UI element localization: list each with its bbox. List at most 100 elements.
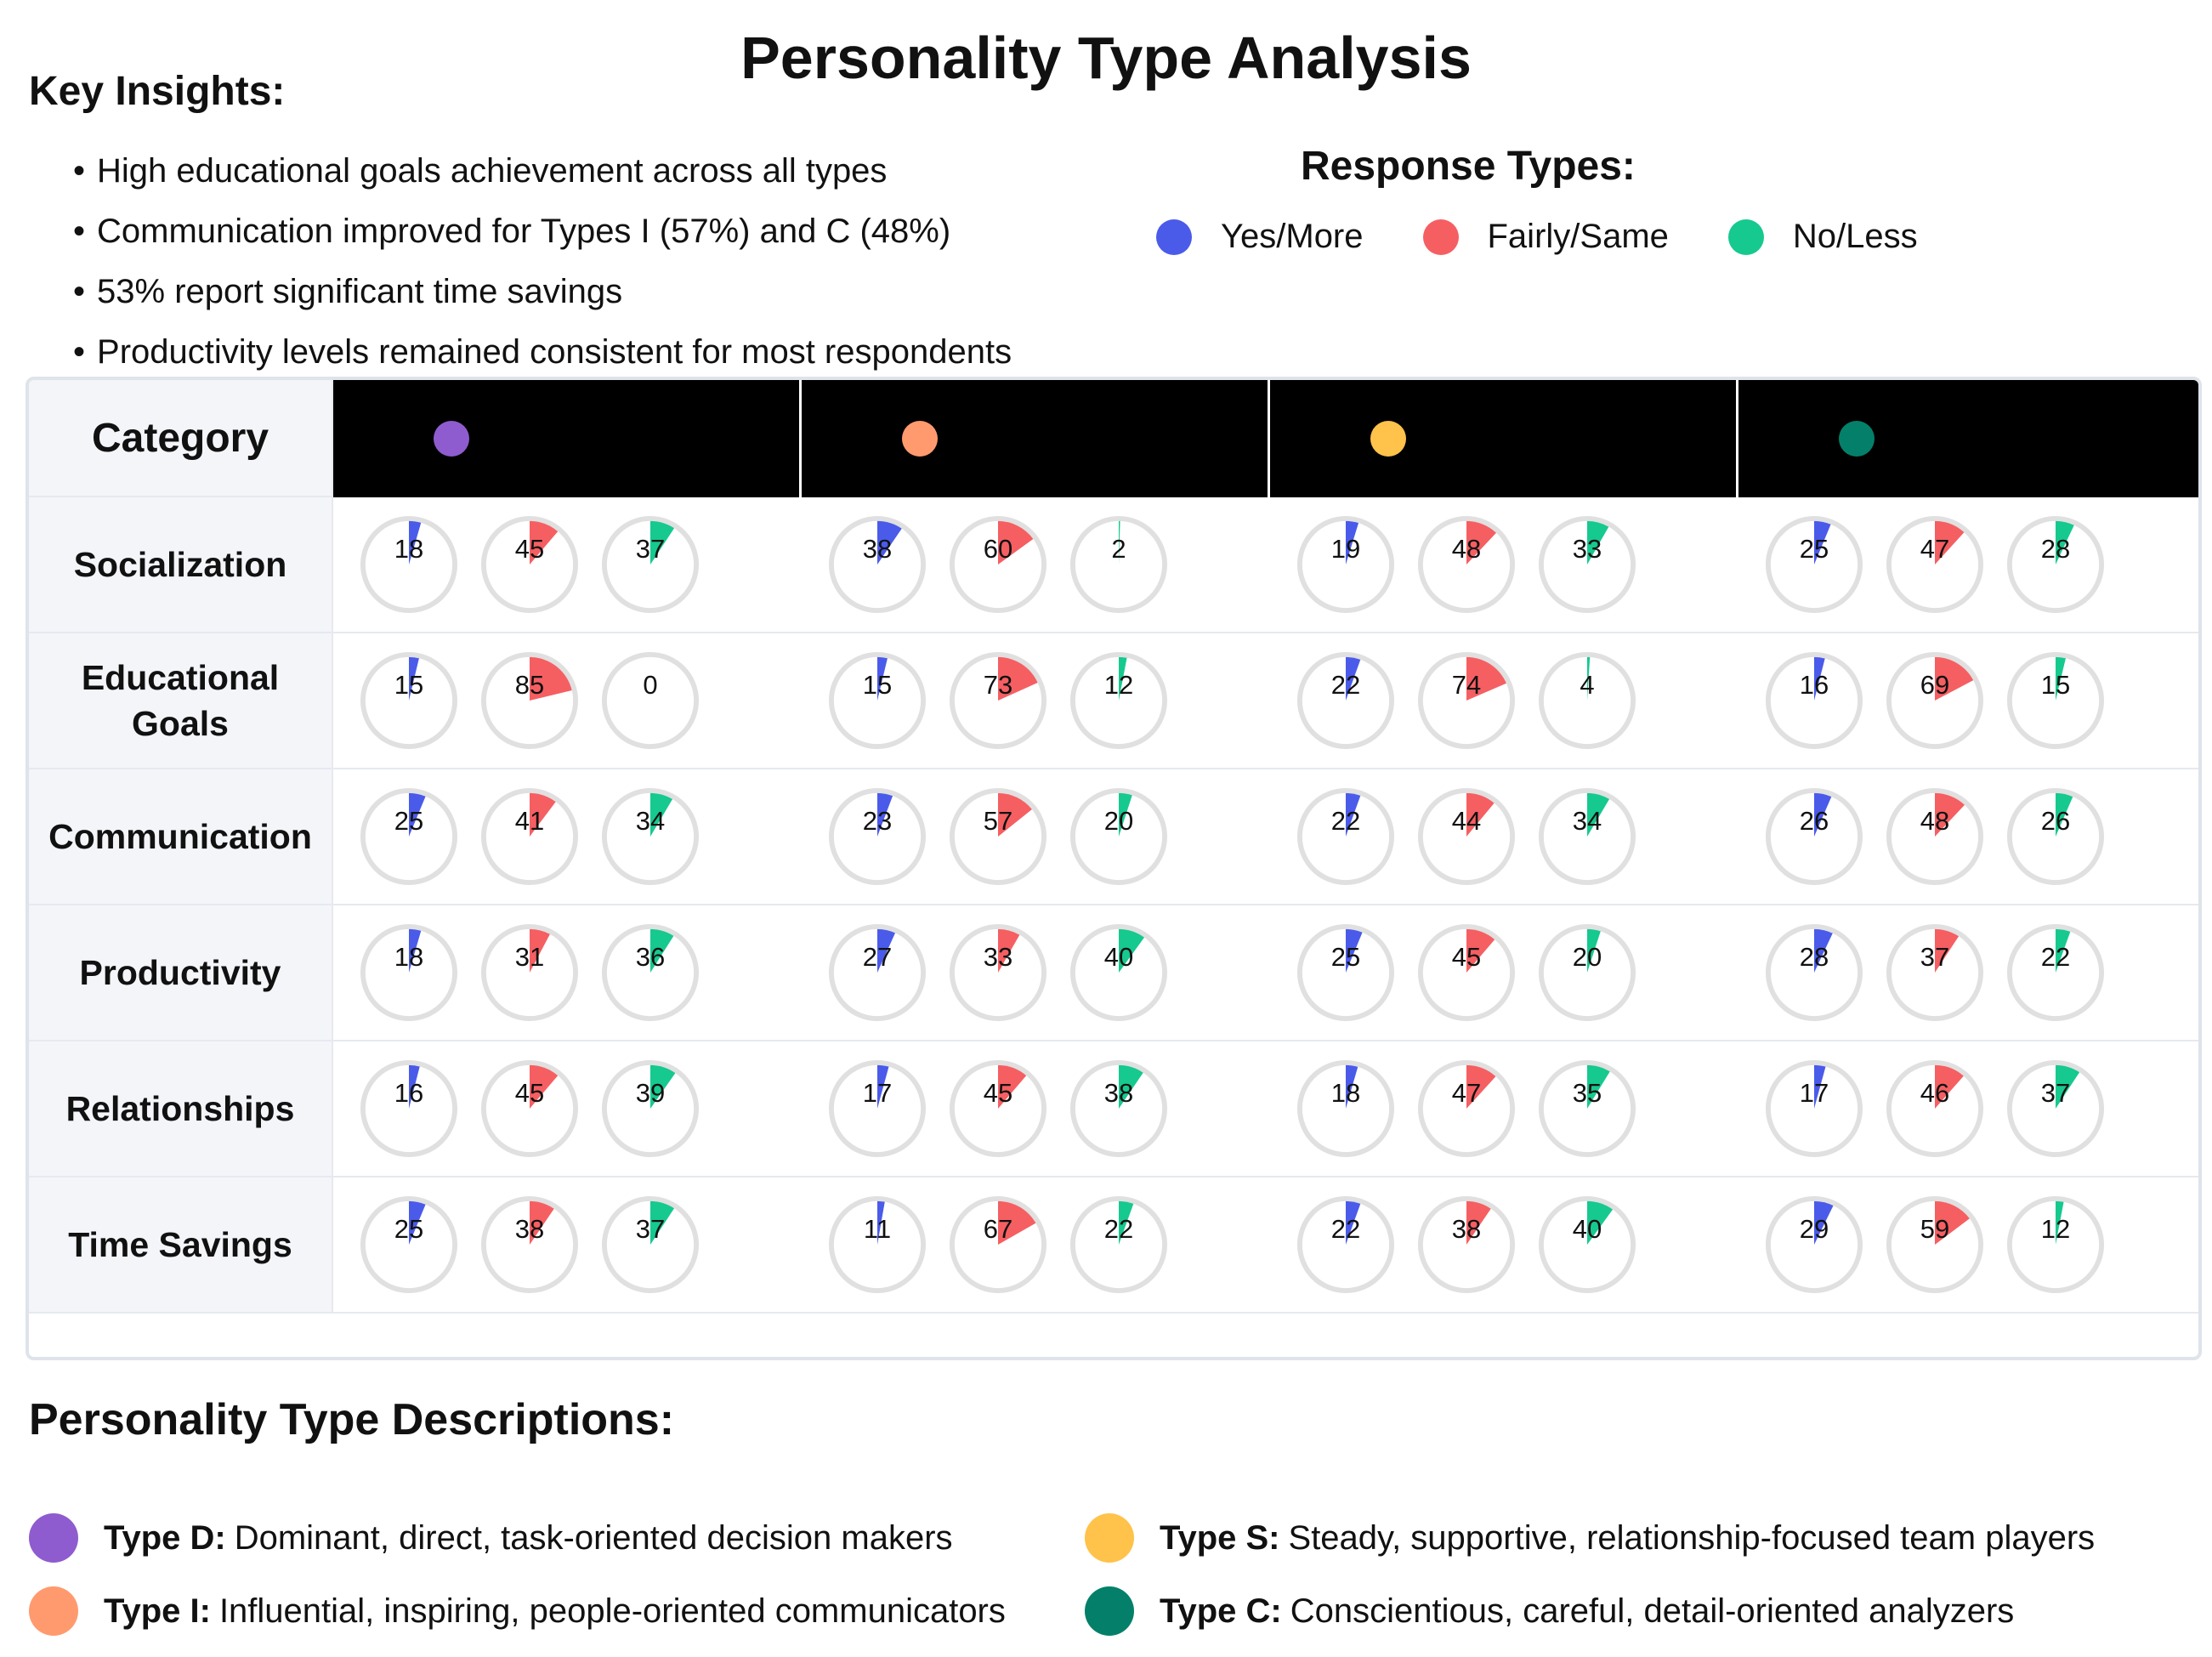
value-label-fairly: 59 [1920,1214,1950,1244]
wedge-fairly [530,656,572,701]
value-label-no: 35 [1572,1078,1602,1108]
gauge-yes [828,1195,927,1294]
wedge-yes [1814,656,1825,701]
insight-item: Productivity levels remained consistent … [73,328,1012,389]
value-label-yes: 27 [862,942,893,972]
gauge-yes [828,1059,927,1158]
gauge-yes [360,1059,458,1158]
value-label-yes: 15 [394,670,424,700]
gauge-no [601,651,700,750]
value-label-fairly: 67 [983,1214,1013,1244]
cell-productivity-type-c: 28 37 22 [1738,905,2198,1041]
value-label-no: 28 [2040,534,2071,564]
wedge-fairly [1935,1200,1970,1245]
wedge-no [1587,520,1609,565]
row-label-educational-goals: Educational Goals [29,633,333,769]
legend-item-fairly: Fairly/Same [1422,218,1669,256]
type-c-color-dot [1085,1586,1134,1636]
gauge-no [1069,787,1168,886]
value-label-fairly: 44 [1451,806,1482,836]
gauge-no [601,1059,700,1158]
gauge-yes [1296,1059,1395,1158]
type-i-color-dot [29,1586,78,1636]
gauge-no [2006,515,2105,614]
wedge-fairly [530,1064,559,1109]
wedge-fairly [1935,792,1965,837]
gauge-fairly [949,1195,1047,1294]
gauge-yes [1765,515,1863,614]
cell-time-savings-type-i: 11 67 22 [802,1177,1270,1314]
wedge-fairly [1935,656,1974,701]
type-header-d [333,380,802,497]
gauge-fairly [1886,515,1984,614]
wedge-fairly [998,520,1034,565]
gauge-fairly [1417,1195,1516,1294]
type-c-text: Conscientious, careful, detail-oriented … [1290,1592,2015,1630]
cell-communication-type-s: 22 44 34 [1270,769,1738,905]
value-label-yes: 22 [1330,1214,1361,1244]
value-label-fairly: 47 [1920,534,1950,564]
key-insights-list: High educational goals achievement acros… [73,147,1012,389]
legend-title: Response Types: [1301,144,1636,189]
value-label-fairly: 38 [514,1214,545,1244]
wedge-fairly [998,928,1020,973]
value-label-fairly: 33 [983,942,1013,972]
type-i-dot [902,421,938,457]
gauge-no [1538,651,1636,750]
gauge-fairly [1417,515,1516,614]
wedge-yes [1346,792,1361,837]
legend-swatch-yes [1156,218,1192,255]
value-label-yes: 25 [1330,942,1361,972]
wedge-yes [1346,520,1359,565]
wedge-yes [1814,928,1833,973]
gauge-yes [828,651,927,750]
type-s-description: Type S: Steady, supportive, relationship-… [1085,1513,2095,1563]
value-label-no: 0 [643,670,658,700]
value-label-no: 38 [1103,1078,1134,1108]
value-label-no: 26 [2040,806,2071,836]
value-label-yes: 18 [394,534,424,564]
wedge-yes [409,928,422,973]
cell-relationships-type-d: 16 45 39 [333,1041,802,1177]
value-label-fairly: 38 [1451,1214,1482,1244]
wedge-yes [1346,928,1363,973]
wedge-fairly [530,792,556,837]
wedge-no [1119,656,1127,701]
cell-relationships-type-s: 18 47 35 [1270,1041,1738,1177]
wedge-fairly [1466,1064,1496,1109]
cell-relationships-type-c: 17 46 37 [1738,1041,2198,1177]
wedge-yes [1814,520,1831,565]
wedge-no [2056,520,2074,565]
wedge-no [1587,1200,1614,1245]
gauge-yes [360,787,458,886]
value-label-no: 37 [635,1214,666,1244]
value-label-yes: 38 [862,534,893,564]
value-label-no: 39 [635,1078,666,1108]
wedge-fairly [530,520,559,565]
wedge-no [2056,792,2073,837]
gauge-fairly [949,1059,1047,1158]
value-label-yes: 28 [1799,942,1829,972]
gauge-yes [360,651,458,750]
wedge-no [2056,1200,2064,1245]
wedge-yes [1346,1200,1361,1245]
cell-productivity-type-d: 18 31 36 [333,905,802,1041]
gauge-fairly [480,651,579,750]
type-c-description: Type C: Conscientious, careful, detail-or… [1085,1586,2014,1636]
wedge-yes [1346,656,1361,701]
cell-time-savings-type-d: 25 38 37 [333,1177,802,1314]
gauge-no [2006,787,2105,886]
value-label-yes: 25 [394,806,424,836]
value-label-fairly: 74 [1451,670,1482,700]
cell-productivity-type-s: 25 45 20 [1270,905,1738,1041]
value-label-yes: 15 [862,670,893,700]
type-s-name: Type S: [1160,1518,1280,1557]
value-label-no: 4 [1580,670,1595,700]
gauge-no [1069,923,1168,1022]
value-label-no: 20 [1103,806,1134,836]
gauge-no [1538,515,1636,614]
value-label-fairly: 45 [514,534,545,564]
value-label-no: 2 [1111,534,1126,564]
gauge-no [1069,1059,1168,1158]
wedge-no [1587,656,1591,701]
